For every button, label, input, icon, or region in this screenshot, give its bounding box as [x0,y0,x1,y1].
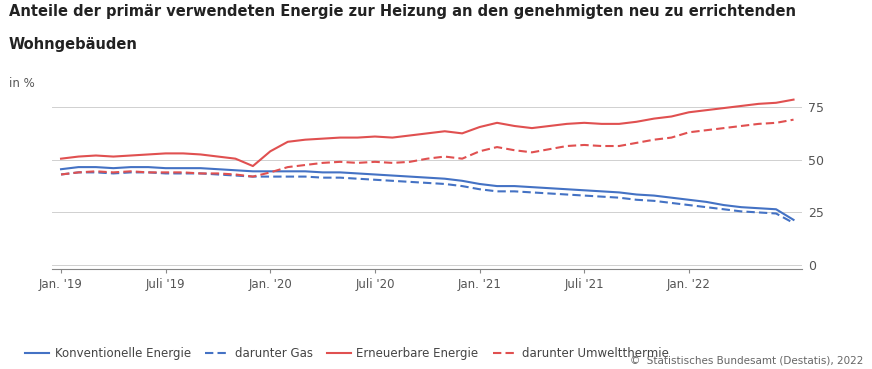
Text: Anteile der primär verwendeten Energie zur Heizung an den genehmigten neu zu err: Anteile der primär verwendeten Energie z… [9,4,796,19]
Text: Wohngebäuden: Wohngebäuden [9,37,138,52]
Text: in %: in % [9,77,35,90]
Text: ©  Statistisches Bundesamt (Destatis), 2022: © Statistisches Bundesamt (Destatis), 20… [630,355,863,365]
Legend: Konventionelle Energie, darunter Gas, Erneuerbare Energie, darunter Umweltthermi: Konventionelle Energie, darunter Gas, Er… [21,342,674,365]
